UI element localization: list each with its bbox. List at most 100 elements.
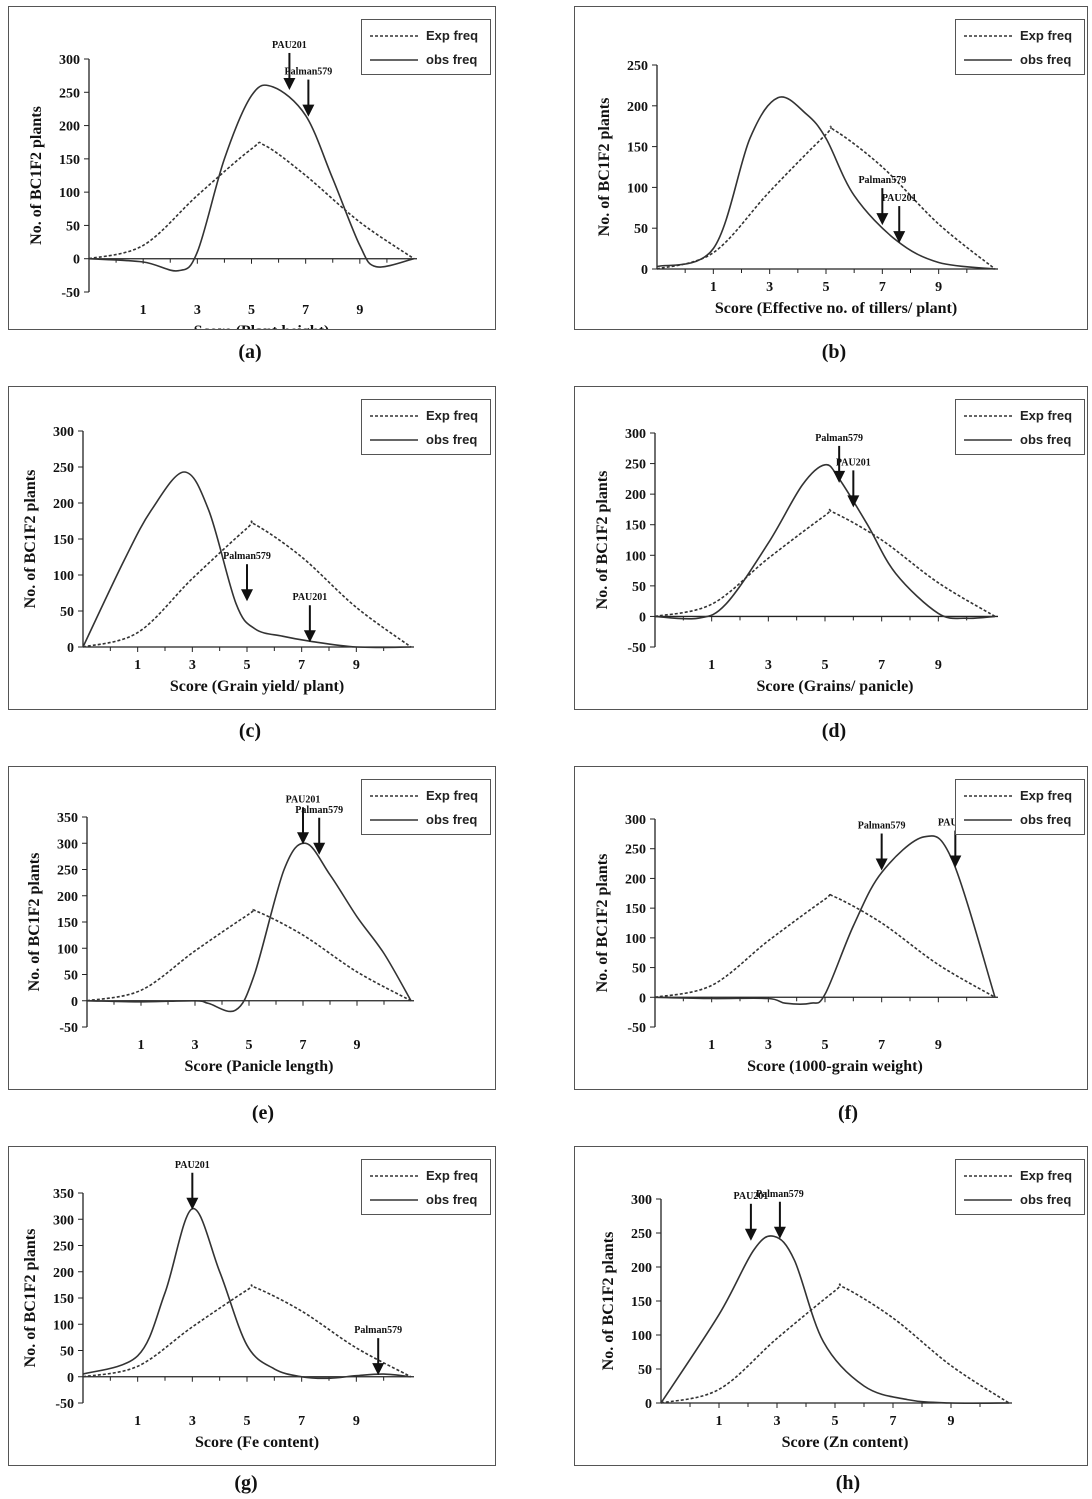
- x-axis-label: Score (Panicle length): [184, 1058, 333, 1075]
- legend-label-obs: obs freq: [426, 432, 478, 447]
- y-tick-label: 50: [66, 219, 80, 234]
- legend-label-exp: Exp freq: [426, 28, 479, 43]
- y-tick-label: 350: [57, 811, 78, 826]
- annotation-arrow-head: [302, 104, 315, 117]
- annotation-arrow-head: [876, 213, 889, 226]
- y-tick-label: 100: [627, 181, 648, 196]
- x-tick-label: 1: [134, 1414, 141, 1429]
- caption-c: (c): [238, 720, 262, 742]
- x-tick-label: 3: [194, 303, 201, 318]
- y-tick-label: 250: [53, 1240, 74, 1255]
- legend-label-exp: Exp freq: [426, 408, 479, 423]
- x-tick-label: 7: [300, 1038, 307, 1053]
- x-axis-label: Score (1000-grain weight): [747, 1058, 923, 1075]
- y-tick-label: 350: [53, 1187, 74, 1202]
- y-tick-label: 0: [639, 991, 646, 1006]
- legend-item-exp: Exp freq: [368, 26, 488, 46]
- legend-item-obs: obs freq: [368, 810, 488, 830]
- x-tick-label: 7: [302, 303, 309, 318]
- x-tick-label: 3: [192, 1038, 199, 1053]
- y-tick-label: 300: [625, 813, 646, 828]
- caption-g: (g): [234, 1472, 258, 1494]
- annotation-label: PAU201: [882, 193, 917, 204]
- annotation-pau201: PAU201: [733, 1191, 768, 1241]
- chart-panel-g: -50 0 50 100 150 200 250 300 350 1 3 5 7 9 Score (Fe c…: [8, 1146, 496, 1466]
- caption-h: (h): [835, 1472, 861, 1494]
- y-tick-label: -50: [627, 1021, 646, 1036]
- annotation-arrow-head: [297, 832, 309, 845]
- annotation-label: PAU201: [286, 794, 321, 805]
- annotation-label: PAU201: [272, 40, 307, 51]
- x-tick-label: 7: [890, 1414, 897, 1429]
- x-tick-label: 9: [935, 1038, 942, 1053]
- series-obs-freq: [86, 842, 412, 1013]
- y-tick-label: 100: [625, 932, 646, 947]
- y-tick-label: 300: [631, 1193, 652, 1208]
- y-tick-label: 50: [60, 1345, 74, 1360]
- x-tick-label: 7: [298, 658, 305, 673]
- y-tick-label: 200: [631, 1261, 652, 1276]
- y-axis-label: No. of BC1F2 plants: [22, 1229, 39, 1368]
- annotation-arrow-head: [893, 231, 906, 244]
- legend-label-exp: Exp freq: [1020, 408, 1073, 423]
- y-tick-label: 150: [53, 1292, 74, 1307]
- x-tick-label: 5: [244, 1414, 251, 1429]
- caption-d: (d): [821, 720, 847, 742]
- x-axis-label: Score (Grain yield/ plant): [170, 678, 344, 695]
- annotation-arrow-head: [372, 1363, 385, 1376]
- annotation-pau201: PAU201: [286, 794, 321, 845]
- legend-item-exp: Exp freq: [368, 786, 488, 806]
- x-tick-label: 9: [356, 303, 363, 318]
- annotation-palman579: Palman579: [858, 821, 906, 871]
- x-tick-label: 9: [948, 1414, 955, 1429]
- y-tick-label: 100: [53, 569, 74, 584]
- legend-item-obs: obs freq: [368, 430, 488, 450]
- series-exp-freq: [88, 141, 415, 260]
- y-tick-label: 200: [59, 120, 80, 135]
- y-tick-label: 50: [60, 605, 74, 620]
- y-tick-label: 0: [67, 641, 74, 656]
- annotation-label: PAU201: [175, 1160, 210, 1171]
- annotation-pau201: PAU201: [292, 592, 327, 643]
- y-tick-label: 250: [53, 461, 74, 476]
- series-exp-freq: [654, 892, 996, 999]
- y-tick-label: 200: [627, 100, 648, 115]
- annotation-arrow-head: [241, 589, 253, 602]
- annotation-label: Palman579: [354, 1325, 402, 1336]
- y-tick-label: 300: [59, 53, 80, 68]
- annotation-label: PAU201: [836, 457, 871, 468]
- y-tick-label: -50: [55, 1397, 74, 1412]
- series-exp-freq: [86, 908, 412, 1002]
- annotation-arrow-head: [875, 858, 888, 871]
- annotation-palman579: Palman579: [815, 433, 863, 483]
- y-tick-label: -50: [59, 1021, 78, 1036]
- y-tick-label: 250: [59, 86, 80, 101]
- legend-b: Exp freq obs freq: [955, 19, 1085, 75]
- y-tick-label: 300: [53, 425, 74, 440]
- legend-item-obs: obs freq: [962, 1190, 1082, 1210]
- y-axis-label: No. of BC1F2 plants: [594, 471, 611, 610]
- chart-svg-g: -50 0 50 100 150 200 250 300 350 1 3 5 7 9 Score (Fe c…: [22, 1160, 414, 1451]
- x-tick-label: 3: [765, 658, 772, 673]
- y-axis-label: No. of BC1F2 plants: [596, 98, 613, 237]
- series-obs-freq: [660, 1235, 1010, 1405]
- y-tick-label: 200: [53, 1266, 74, 1281]
- x-axis-label: Score (Grains/ panicle): [756, 678, 913, 695]
- annotation-arrow-head: [186, 1197, 199, 1210]
- annotation-label: Palman579: [858, 175, 906, 186]
- legend-item-obs: obs freq: [962, 430, 1082, 450]
- y-axis-label: No. of BC1F2 plants: [22, 470, 39, 609]
- chart-svg-a: -50 0 50 100 150 200 250 300 1 3 5 7 9 Score (Plant h…: [28, 40, 417, 329]
- legend-e: Exp freq obs freq: [361, 779, 491, 835]
- annotation-palman579: Palman579: [284, 67, 332, 117]
- caption-b: (b): [821, 341, 847, 363]
- x-tick-label: 5: [244, 658, 251, 673]
- y-tick-label: 150: [627, 141, 648, 156]
- annotation-arrow-head: [313, 842, 326, 855]
- y-tick-label: 100: [53, 1318, 74, 1333]
- x-tick-label: 5: [832, 1414, 839, 1429]
- annotation-label: PAU201: [292, 592, 327, 603]
- legend-item-exp: Exp freq: [368, 406, 488, 426]
- legend-item-obs: obs freq: [962, 50, 1082, 70]
- x-tick-label: 3: [189, 658, 196, 673]
